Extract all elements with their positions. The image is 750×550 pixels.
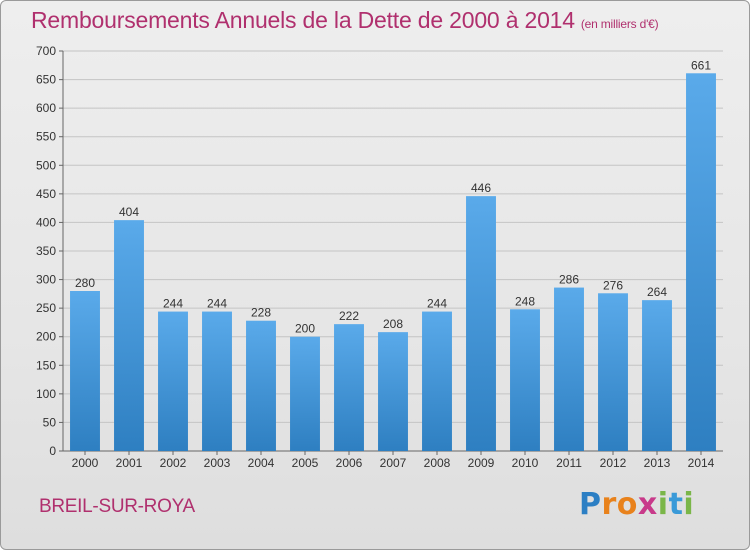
y-tick-label: 50	[43, 415, 57, 429]
y-tick-label: 150	[36, 358, 56, 372]
x-tick-label: 2003	[204, 456, 231, 470]
y-tick-label: 550	[36, 130, 56, 144]
bar-value-label: 244	[427, 297, 447, 311]
bar	[554, 287, 584, 451]
y-tick-label: 350	[36, 244, 56, 258]
bar-value-label: 208	[383, 317, 403, 331]
y-tick-label: 450	[36, 187, 56, 201]
x-tick-label: 2005	[292, 456, 319, 470]
bar	[510, 309, 540, 451]
x-tick-label: 2000	[72, 456, 99, 470]
x-tick-label: 2008	[424, 456, 451, 470]
bar-value-label: 244	[207, 297, 227, 311]
bar	[598, 293, 628, 451]
town-name: BREIL-SUR-ROYA	[39, 496, 195, 517]
bar	[642, 300, 672, 451]
bar	[378, 332, 408, 451]
bar-value-label: 276	[603, 278, 623, 292]
y-tick-label: 300	[36, 273, 56, 287]
x-tick-label: 2010	[512, 456, 539, 470]
x-tick-label: 2007	[380, 456, 407, 470]
y-tick-label: 500	[36, 158, 56, 172]
x-tick-label: 2014	[688, 456, 715, 470]
y-tick-label: 100	[36, 387, 56, 401]
bar-value-label: 248	[515, 294, 535, 308]
x-tick-label: 2006	[336, 456, 363, 470]
bar	[334, 324, 364, 451]
bar	[246, 320, 276, 451]
bar-value-label: 228	[251, 306, 271, 320]
bar-value-label: 446	[471, 181, 491, 195]
bar-value-label: 222	[339, 309, 359, 323]
bar	[290, 336, 320, 451]
y-tick-label: 600	[36, 101, 56, 115]
bar	[70, 291, 100, 451]
bar-value-label: 264	[647, 285, 667, 299]
y-tick-label: 0	[49, 444, 56, 458]
proxiti-logo: Proxiti	[579, 487, 695, 522]
bar	[158, 311, 188, 451]
bar-value-label: 280	[75, 276, 95, 290]
bar	[202, 311, 232, 451]
y-tick-labels: 0 50 100 150 200 250 300 350 400 450 500 550 600 650 7…	[36, 44, 56, 458]
bar	[422, 311, 452, 451]
x-tick-label: 2011	[556, 456, 582, 470]
x-tick-label: 2012	[600, 456, 627, 470]
y-tick-label: 200	[36, 330, 56, 344]
bar	[466, 196, 496, 451]
bar-value-label: 286	[559, 273, 579, 287]
x-tick-label: 2013	[644, 456, 671, 470]
bar-value-label: 244	[163, 297, 183, 311]
bar-value-label: 404	[119, 205, 139, 219]
bar-value-label: 200	[295, 322, 315, 336]
x-tick-label: 2002	[160, 456, 187, 470]
y-tick-label: 650	[36, 73, 56, 87]
x-tick-labels: 2000 2001 2002 2003 2004 2005 2006 2007 2008 2009…	[72, 456, 715, 470]
chart-unit-note: (en milliers d'€)	[580, 17, 659, 31]
y-tick-label: 400	[36, 215, 56, 229]
y-tick-label: 700	[36, 44, 56, 58]
y-tick-label: 250	[36, 301, 56, 315]
x-tick-label: 2001	[116, 456, 143, 470]
chart-title-text: Remboursements Annuels de la Dette de 20…	[31, 7, 575, 33]
bar	[686, 73, 716, 452]
bars	[70, 73, 716, 452]
data-labels: 280 404 244 244 228 200 222 208 244 446 248 286 276 2…	[75, 58, 711, 335]
bar-value-label: 661	[691, 58, 711, 72]
x-tick-label: 2004	[248, 456, 275, 470]
x-tick-label: 2009	[468, 456, 495, 470]
bar	[114, 220, 144, 451]
chart-title: Remboursements Annuels de la Dette de 20…	[31, 7, 659, 34]
